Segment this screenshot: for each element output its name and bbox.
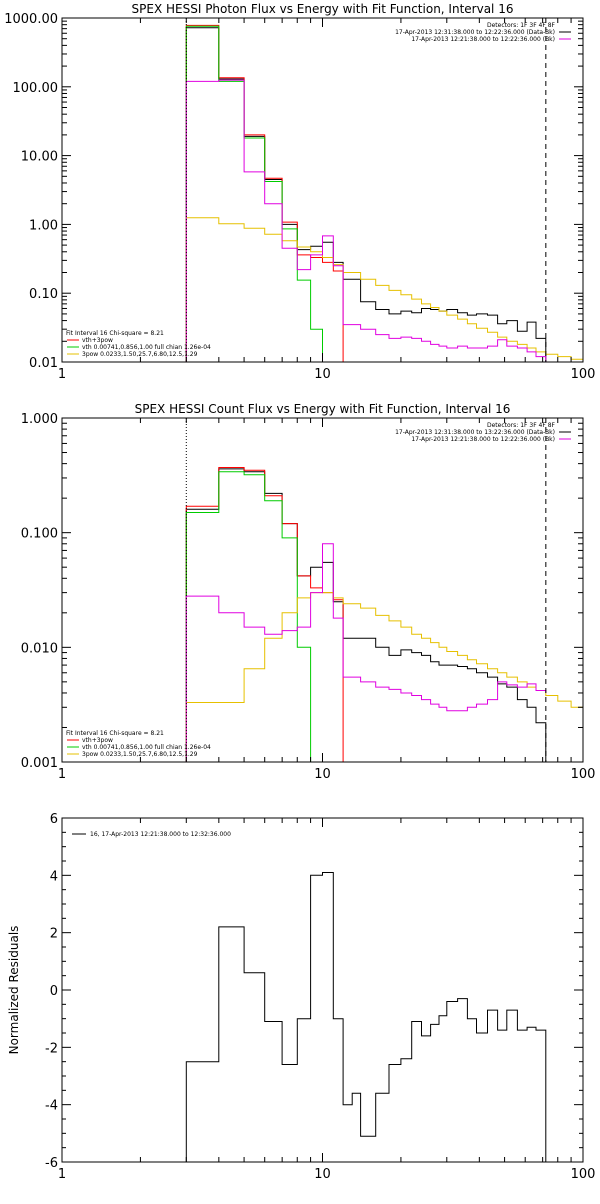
plot-frame (61, 817, 584, 1163)
chart-panel-2: SPEX HESSI Count Flux vs Energy with Fit… (21, 402, 596, 782)
fit-text: 3pow 0.0233,1.50,25.7,6.80,12.5,1.29 (82, 751, 198, 758)
data-series-3 (185, 25, 323, 362)
header-text: 17-Apr-2013 12:31:38.000 to 13:22:36.000… (395, 429, 555, 436)
header-text: 17-Apr-2013 12:31:38.000 to 12:22:36.000… (395, 29, 555, 36)
data-series-1 (185, 27, 547, 362)
chart-panel-3: Normalized Residuals 1 10 100 -6 -4 -2 0 2 4 6 16, … (7, 812, 595, 1182)
x-tick-label: 1 (58, 1167, 66, 1182)
data-series-group (185, 872, 547, 1162)
x-tick-label: 10 (314, 767, 331, 782)
y-tick-label: 0.010 (21, 641, 58, 656)
data-series-5 (185, 79, 547, 362)
fit-text: vth 0.00741,0.856,1.00 full chian 1.26e-… (82, 744, 211, 751)
y-axis-label: Normalized Residuals (7, 926, 21, 1055)
x-tick-label: 100 (571, 1167, 596, 1182)
x-tick-label: 1 (58, 367, 66, 382)
fit-text: vth+3pow (82, 737, 113, 744)
header-text: 17-Apr-2013 12:21:38.000 to 12:22:36.000… (411, 436, 555, 443)
y-tick-label: 1.000 (21, 412, 58, 427)
y-tick-label: -4 (45, 1099, 58, 1114)
y-tick-label: 100.00 (13, 81, 59, 96)
x-tick-label: 100 (571, 767, 596, 782)
y-tick-label: 1.00 (29, 218, 58, 233)
data-series-4 (185, 592, 583, 762)
y-tick-label: 10.00 (21, 150, 58, 165)
data-series-group (185, 24, 583, 362)
x-tick-label: 1 (58, 767, 66, 782)
x-tick-label: 10 (314, 1167, 331, 1182)
legend-text: 16, 17-Apr-2013 12:21:38.000 to 12:32:36… (90, 831, 231, 838)
y-tick-label: 1000.00 (4, 12, 58, 27)
fit-text: vth 0.00741,0.856,1.00 full chian 1.26e-… (82, 344, 211, 351)
y-tick-label: 6 (50, 812, 58, 827)
chart-title: SPEX HESSI Photon Flux vs Energy with Fi… (132, 2, 514, 16)
x-tick-label: 100 (571, 367, 596, 382)
data-series-2 (185, 24, 344, 362)
chart-title: SPEX HESSI Count Flux vs Energy with Fit… (135, 402, 511, 416)
header-text: Detectors: 1F 3F 4F 8F (487, 22, 556, 29)
fit-text: Fit Interval 16 Chi-square = 8.21 (66, 730, 164, 737)
y-tick-label: 0 (50, 984, 58, 999)
y-tick-label: -2 (45, 1041, 58, 1056)
header-text: 17-Apr-2013 12:21:38.000 to 12:22:36.000… (411, 36, 555, 43)
x-tick-label: 10 (314, 367, 331, 382)
y-tick-label: 4 (50, 869, 58, 884)
data-series-group (185, 467, 583, 762)
chart-panel-1: SPEX HESSI Photon Flux vs Energy with Fi… (4, 2, 595, 382)
fit-text: 3pow 0.0233,1.50,25.7,6.80,12.5,1.29 (82, 351, 198, 358)
data-series-3 (185, 471, 323, 762)
header-text: Detectors: 1F 3F 4F 8F (487, 422, 556, 429)
data-series-4 (185, 217, 583, 362)
y-tick-label: 2 (50, 927, 58, 942)
plot-frame (61, 17, 584, 363)
y-tick-label: 0.100 (21, 527, 58, 542)
data-series-1 (185, 468, 547, 762)
data-series-5 (185, 543, 547, 762)
y-tick-label: 0.001 (21, 756, 58, 771)
data-series-1 (185, 872, 547, 1162)
fit-text: vth+3pow (82, 337, 113, 344)
data-series-2 (185, 467, 344, 762)
y-tick-label: -6 (45, 1156, 58, 1171)
fit-text: Fit Interval 16 Chi-square = 8.21 (66, 330, 164, 337)
y-tick-label: 0.01 (29, 356, 58, 371)
y-tick-label: 0.10 (29, 287, 58, 302)
